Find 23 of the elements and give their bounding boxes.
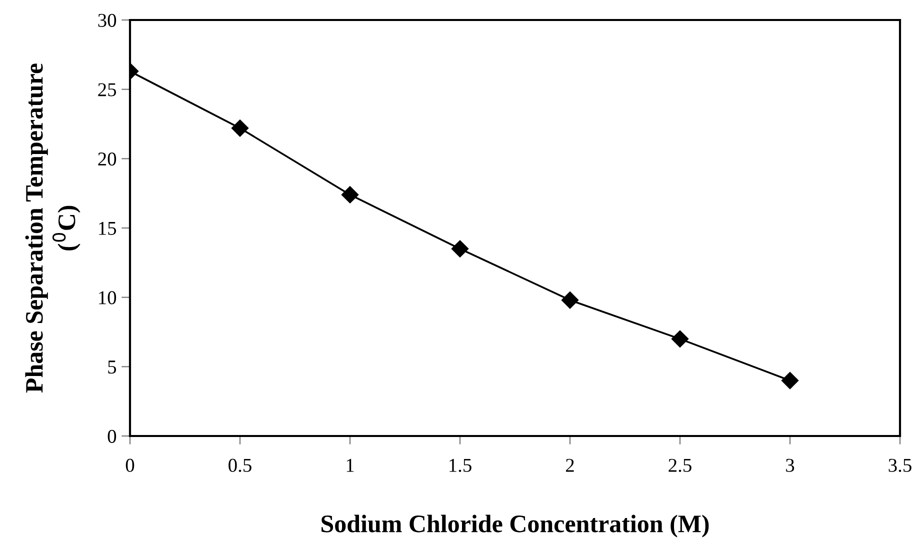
point	[451, 240, 469, 258]
point	[341, 186, 359, 204]
x-tick-label: 1	[346, 458, 354, 472]
point	[671, 330, 689, 348]
x-tick-label: 2	[566, 458, 574, 472]
y-tick-label: 25	[98, 83, 116, 96]
x-axis-title: Sodium Chloride Concentration (M)	[322, 514, 709, 538]
x-tick-label: 0	[126, 458, 134, 472]
x-tick-label: 1.5	[450, 458, 472, 472]
x-tick-label: 2.5	[668, 458, 692, 472]
y-tick-label: 10	[99, 291, 116, 304]
y-tick-label: 20	[98, 152, 116, 166]
y-tick-label: 0	[108, 430, 116, 443]
y-tick-label: 5	[108, 360, 116, 374]
x-tick-label: 3.5	[888, 458, 912, 472]
x-tick-label: 0.5	[228, 458, 252, 472]
point	[561, 292, 579, 309]
point	[781, 372, 799, 390]
point	[231, 120, 249, 137]
y-tick-label: 15	[99, 222, 116, 235]
x-tick-label: 3	[786, 458, 794, 472]
y-axis-title: Phase Separation Temperature ($^{0}$C)	[25, 64, 80, 393]
y-tick-label: 30	[98, 14, 116, 27]
